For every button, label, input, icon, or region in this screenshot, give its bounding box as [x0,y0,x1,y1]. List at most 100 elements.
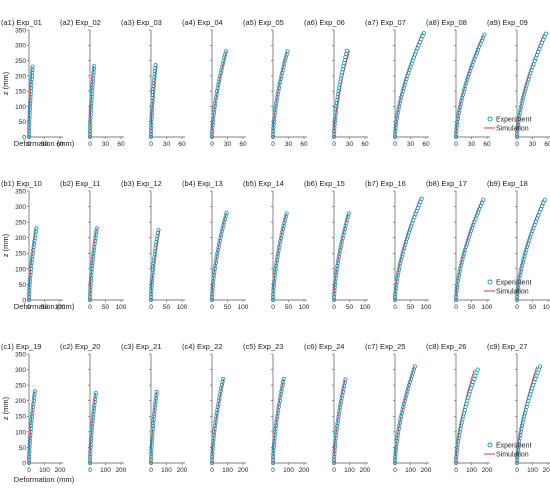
experiment-point [30,64,35,69]
experiment-point [281,376,286,382]
experiment-point [149,119,154,125]
x-tick-label: 100 [222,467,233,474]
x-tick-label: 100 [405,467,416,474]
subplot: (c5) Exp_23 0 100 200 [243,342,310,474]
y-axis-label: z (mm) [1,71,10,95]
x-tick-label: 0 [332,304,336,311]
x-tick-label: 0 [271,304,275,311]
x-tick-label: 0 [27,141,31,148]
x-tick-label: 50 [468,304,476,311]
simulation-line [394,198,421,301]
subplot-title: (a3) Exp_03 [121,18,162,27]
subplot: (c3) Exp_21 0 100 200 [121,342,188,474]
x-tick-label: 0 [149,304,153,311]
x-tick-label: 200 [299,467,310,474]
x-tick-label: 60 [544,141,550,148]
x-tick-label: 100 [55,304,66,311]
experiment-point [542,197,548,202]
subplot-title: (b6) Exp_15 [304,179,345,188]
subplot: (b2) Exp_11 0 50 100 [60,179,127,311]
x-tick-label: 0 [149,467,153,474]
x-tick-label: 0 [515,467,519,474]
x-tick-label: 100 [177,304,188,311]
y-tick-label: 250 [15,220,26,227]
simulation-line [150,65,158,138]
x-tick-label: 0 [210,467,214,474]
subplot: (b1) Exp_10 0 50 100 150 200 250 300 350 0 50 100 [1,179,66,311]
x-tick-label: 0 [88,141,92,148]
x-tick-label: 100 [299,304,310,311]
subplot-title: (c3) Exp_21 [121,342,161,351]
simulation-line [211,378,225,464]
x-tick-label: 100 [161,467,172,474]
y-tick-label: 150 [15,251,26,258]
x-tick-label: 30 [468,141,476,148]
y-tick-label: 0 [22,297,26,304]
x-tick-label: 30 [41,141,49,148]
subplot: (b3) Exp_12 0 50 100 [121,179,188,311]
x-tick-label: 0 [515,141,519,148]
experiment-point [149,113,154,119]
x-tick-label: 0 [88,304,92,311]
x-tick-label: 60 [117,141,125,148]
subplot: (a3) Exp_03 0 30 60 [121,18,186,148]
x-axis-label: Deformation (mm) [14,302,75,311]
subplot-title: (c7) Exp_25 [365,342,405,351]
x-tick-label: 100 [344,467,355,474]
x-tick-label: 50 [163,304,171,311]
y-tick-label: 50 [19,282,27,289]
simulation-line [455,369,475,464]
x-tick-label: 200 [238,467,249,474]
subplot: (c4) Exp_22 0 100 200 [182,342,249,474]
x-tick-label: 60 [239,141,247,148]
subplot-title: (c5) Exp_23 [243,342,283,351]
experiment-point [343,377,348,382]
y-tick-label: 300 [15,204,26,211]
x-tick-label: 30 [102,141,110,148]
subplot-title: (c2) Exp_20 [60,342,100,351]
x-tick-label: 50 [407,304,415,311]
x-tick-label: 0 [393,467,397,474]
subplot-title: (b5) Exp_14 [243,179,284,188]
subplot: (a9) Exp_09 0 30 60 [487,18,550,148]
y-tick-label: 150 [15,414,26,421]
experiment-point [149,116,154,122]
x-tick-label: 200 [543,467,550,474]
y-tick-label: 200 [15,73,26,80]
experiment-point [221,376,226,382]
x-tick-label: 200 [116,467,127,474]
subplot: (c1) Exp_19 0 50 100 150 200 250 300 350 0 100 200 [1,342,66,474]
subplot-title: (a5) Exp_05 [243,18,284,27]
x-tick-label: 60 [483,141,491,148]
subplot-title: (c8) Exp_26 [426,342,466,351]
x-tick-label: 100 [543,304,550,311]
experiment-point [481,197,486,202]
x-tick-label: 0 [27,304,31,311]
y-tick-label: 100 [15,429,26,436]
experiment-point [92,63,97,69]
legend-simulation-label: Simulation [496,289,529,296]
experiment-point [475,367,480,372]
legend: Experiment Simulation [484,443,531,459]
legend-experiment-label: Experiment [496,443,531,450]
y-tick-label: 0 [22,134,26,141]
y-tick-label: 350 [15,188,26,195]
subplot: (a6) Exp_06 0 30 60 [304,18,369,148]
experiment-point [543,31,549,36]
subplot-title: (c6) Exp_24 [304,342,344,351]
subplot: (c6) Exp_24 0 100 200 [304,342,371,474]
subplot-title: (b4) Exp_13 [182,179,223,188]
x-tick-label: 100 [116,304,127,311]
experiment-point [153,63,158,68]
legend: Experiment Simulation [484,280,531,296]
subplot-title: (b8) Exp_17 [426,179,467,188]
x-tick-label: 50 [41,304,49,311]
x-tick-label: 200 [421,467,432,474]
x-tick-label: 100 [238,304,249,311]
x-tick-label: 200 [360,467,371,474]
experiment-point [412,364,417,369]
experiment-point [148,128,154,134]
legend-experiment-marker [487,279,493,285]
y-tick-label: 250 [15,58,26,65]
